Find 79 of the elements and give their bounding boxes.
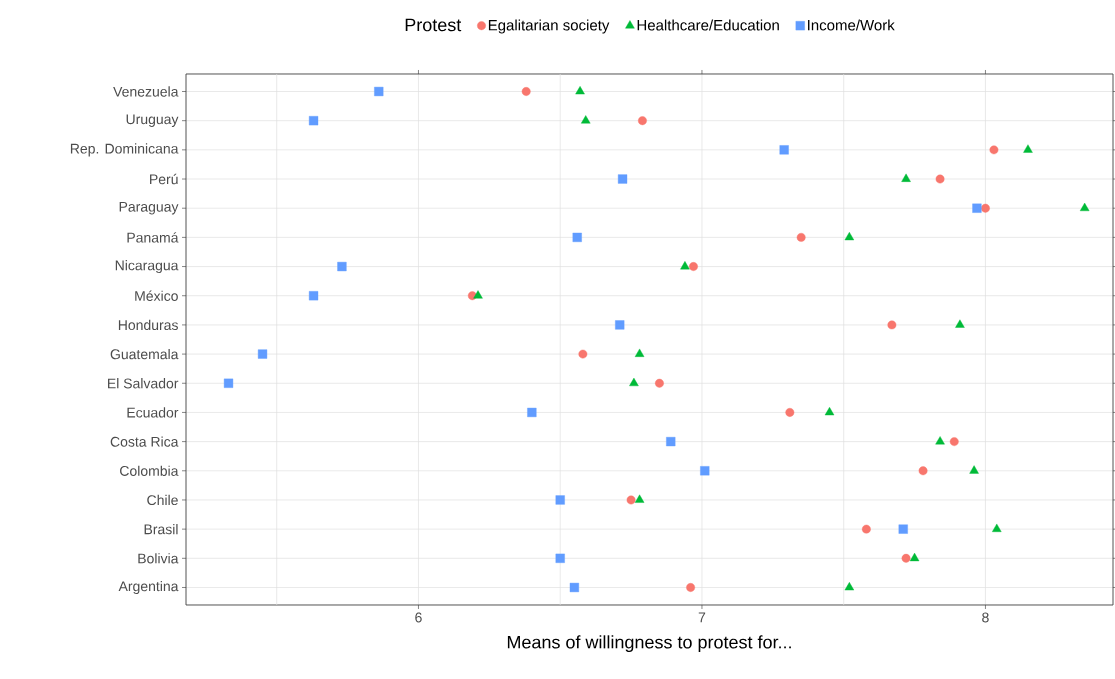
y-tick-label: Perú [150, 173, 178, 185]
point [989, 145, 999, 155]
point [581, 115, 591, 124]
point [887, 320, 897, 330]
point [949, 437, 959, 447]
y-tick-label: Uruguay [126, 114, 179, 127]
point [308, 291, 319, 301]
y-tick-label: Panamá [127, 232, 179, 243]
point [223, 378, 234, 388]
point [626, 495, 636, 505]
y-tick-label: Brasil [144, 523, 178, 535]
point [666, 437, 676, 447]
point [527, 407, 537, 418]
point [844, 582, 855, 591]
y-tick-label: Honduras [118, 319, 178, 331]
x-tick-label: 8 [982, 612, 989, 623]
legend-label: Income/Work [808, 19, 895, 31]
point [629, 377, 639, 387]
point [935, 174, 945, 184]
point [824, 407, 835, 416]
point [575, 86, 585, 95]
y-tick-label: Paraguay [119, 201, 179, 215]
y-tick-label: Costa Rica [110, 436, 179, 447]
y-tick-label: Rep. Dominicana [70, 143, 179, 157]
point [901, 553, 911, 563]
y-tick-label: El Salvador [108, 378, 179, 389]
point [615, 320, 625, 330]
point [918, 466, 928, 476]
y-tick-label: México [135, 290, 178, 301]
point [686, 583, 696, 592]
point [473, 290, 483, 299]
point [969, 465, 979, 474]
legend-title: Protest [405, 18, 462, 32]
point [655, 378, 664, 388]
point [992, 523, 1002, 532]
point [796, 232, 806, 242]
point [981, 203, 990, 213]
point [257, 349, 268, 359]
y-tick-label: Chile [147, 494, 178, 506]
point [337, 261, 347, 272]
y-tick-label: Guatemala [110, 348, 179, 360]
point [1079, 202, 1090, 211]
point [689, 262, 698, 271]
legend-label: Healthcare/Education [637, 19, 779, 31]
x-tick-label: 6 [415, 612, 422, 623]
point [308, 116, 319, 126]
point [955, 319, 965, 328]
point [844, 231, 855, 241]
y-tick-label: Argentina [118, 580, 179, 595]
point [680, 261, 690, 270]
point [898, 524, 908, 534]
point [700, 466, 710, 476]
point [555, 553, 565, 563]
point [578, 349, 588, 359]
legend-label: Egalitarian society [488, 19, 610, 34]
point [638, 116, 647, 126]
point [1023, 144, 1033, 153]
point [521, 87, 531, 96]
y-tick-label: Colombia [120, 465, 179, 476]
point [555, 495, 565, 505]
y-tick-label: Bolivia [138, 553, 179, 564]
point [935, 436, 945, 445]
point [779, 145, 789, 155]
point [972, 203, 982, 213]
point [617, 174, 628, 184]
x-axis-title: Means of willingness to protest for... [507, 635, 791, 653]
point [569, 582, 579, 593]
point [861, 524, 871, 534]
point [785, 408, 795, 417]
y-tick-label: Ecuador [127, 407, 179, 418]
point [634, 348, 645, 357]
x-tick-label: 7 [698, 612, 706, 623]
y-tick-label: Nicaragua [115, 260, 179, 274]
point [572, 232, 582, 242]
point [374, 86, 384, 97]
point [901, 173, 911, 182]
y-tick-label: Venezuela [113, 86, 179, 97]
point [634, 494, 645, 503]
point [909, 552, 920, 562]
